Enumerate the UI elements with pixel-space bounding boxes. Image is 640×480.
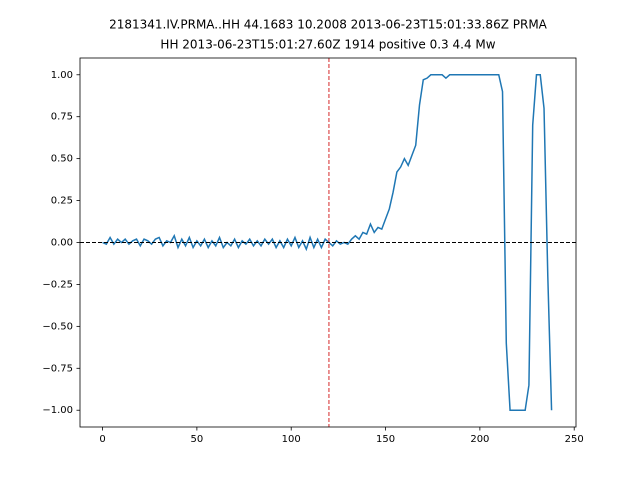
y-tick-label: −1.00 <box>42 405 73 416</box>
x-tick-label: 200 <box>470 434 489 445</box>
chart-title: 2181341.IV.PRMA..HH 44.1683 10.2008 2013… <box>109 18 548 32</box>
y-tick-label: −0.25 <box>42 279 73 290</box>
y-tick-label: 1.00 <box>51 70 73 81</box>
x-tick-label: 150 <box>376 434 395 445</box>
y-tick-label: 0.75 <box>51 112 73 123</box>
y-tick-label: −0.75 <box>42 363 73 374</box>
plot-frame <box>79 57 577 428</box>
x-tick-label: 0 <box>99 434 105 445</box>
chart-title: HH 2013-06-23T15:01:27.60Z 1914 positive… <box>160 38 495 52</box>
y-tick-label: 0.00 <box>51 238 73 249</box>
series-line <box>102 74 553 411</box>
y-tick-label: 0.25 <box>51 196 73 207</box>
x-tick-label: 50 <box>191 434 204 445</box>
y-tick-label: −0.50 <box>42 321 73 332</box>
x-tick-label: 100 <box>282 434 301 445</box>
x-tick-label: 250 <box>565 434 584 445</box>
y-tick-label: 0.50 <box>51 154 73 165</box>
